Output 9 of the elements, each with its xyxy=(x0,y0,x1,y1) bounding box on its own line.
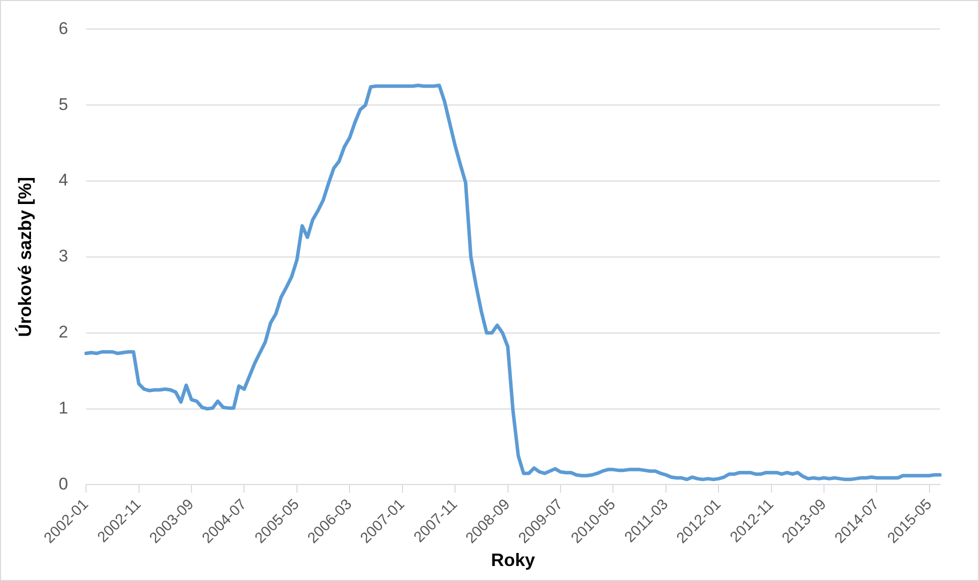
y-tick-label: 2 xyxy=(58,322,68,342)
y-tick-label: 4 xyxy=(58,170,68,190)
y-axis-title: Úrokové sazby [%] xyxy=(14,176,35,338)
y-tick-label: 3 xyxy=(58,246,68,266)
y-tick-label: 5 xyxy=(58,94,68,114)
y-tick-label: 0 xyxy=(58,474,68,494)
y-tick-label: 6 xyxy=(58,18,68,38)
y-tick-label: 1 xyxy=(58,398,68,418)
x-axis-title: Roky xyxy=(491,550,536,570)
